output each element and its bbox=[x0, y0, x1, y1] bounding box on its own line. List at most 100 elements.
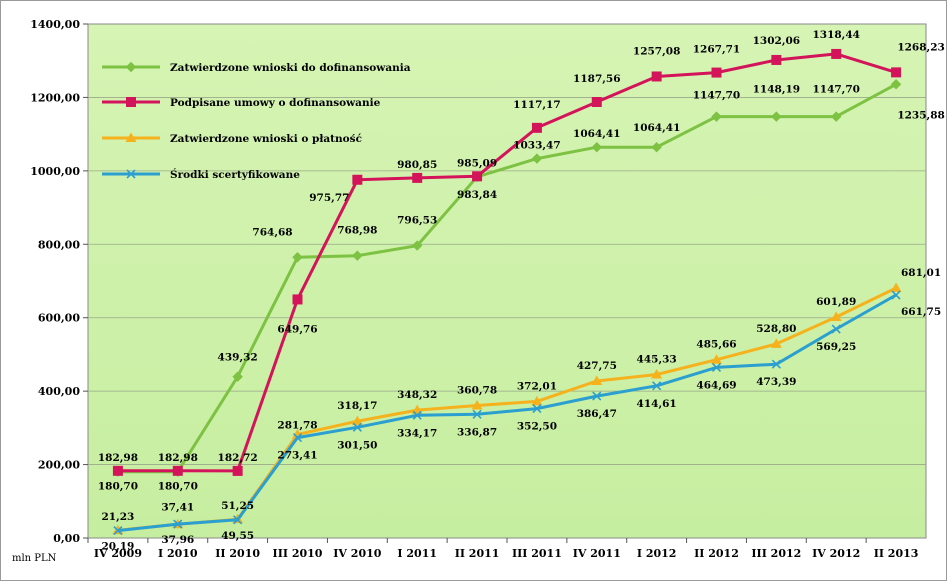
data-label: 569,25 bbox=[816, 341, 856, 353]
data-label: 182,98 bbox=[98, 452, 138, 464]
plot-area bbox=[87, 23, 927, 539]
x-tick-label: II 2010 bbox=[215, 547, 260, 560]
data-label: 768,98 bbox=[337, 225, 377, 237]
series-1 bbox=[112, 48, 902, 476]
x-point bbox=[233, 515, 243, 525]
data-label: 473,39 bbox=[756, 376, 796, 388]
data-label: 348,32 bbox=[397, 389, 437, 401]
diamond-point bbox=[125, 61, 137, 73]
data-label: 37,41 bbox=[161, 501, 194, 513]
data-label: 439,32 bbox=[218, 352, 258, 364]
data-label: 1033,47 bbox=[513, 140, 561, 152]
data-label: 352,50 bbox=[517, 421, 557, 433]
legend-entry: Zatwierdzone wnioski o płatność bbox=[102, 132, 362, 145]
triangle-point bbox=[651, 369, 663, 379]
x-point bbox=[771, 359, 781, 369]
data-label: 1064,41 bbox=[573, 128, 621, 140]
square-point bbox=[472, 171, 483, 182]
square-point bbox=[651, 71, 662, 82]
data-label: 1147,70 bbox=[812, 84, 860, 96]
data-label: 281,78 bbox=[277, 420, 317, 432]
square-point bbox=[112, 465, 123, 476]
diamond-point bbox=[352, 250, 363, 261]
x-point bbox=[831, 324, 841, 334]
square-point bbox=[126, 97, 136, 107]
data-label: 37,96 bbox=[161, 534, 194, 546]
legend-label: Zatwierdzone wnioski o płatność bbox=[170, 133, 362, 145]
diamond-point bbox=[831, 111, 842, 122]
triangle-point bbox=[770, 338, 782, 348]
x-point bbox=[891, 290, 901, 300]
x-tick-label: III 2012 bbox=[751, 547, 801, 560]
diamond-point bbox=[591, 142, 602, 153]
x-point bbox=[352, 422, 362, 432]
y-tick-label: 400,00 bbox=[38, 385, 80, 398]
x-tick-label: II 2013 bbox=[874, 547, 919, 560]
x-point bbox=[113, 526, 123, 536]
series-3 bbox=[113, 290, 901, 536]
data-label: 1302,06 bbox=[753, 35, 801, 47]
triangle-point bbox=[830, 311, 842, 322]
y-axis: 0,00 200,00 400,00 600,00 800,00 1000,00 1200,… bbox=[30, 18, 88, 545]
data-label: 21,23 bbox=[101, 511, 134, 523]
x-point bbox=[292, 433, 303, 443]
square-point bbox=[891, 67, 902, 78]
data-label: 1064,41 bbox=[633, 122, 681, 134]
data-label: 49,55 bbox=[221, 530, 254, 542]
diamond-point bbox=[412, 240, 423, 251]
x-point bbox=[592, 391, 602, 401]
data-labels: 180,70 180,70 439,32 764,68 768,98 796,53 983,… bbox=[98, 29, 945, 553]
x-point bbox=[652, 381, 662, 391]
data-label: 681,01 bbox=[901, 267, 941, 279]
square-point bbox=[531, 122, 542, 133]
data-label: 1257,08 bbox=[633, 45, 681, 57]
data-label: 1148,19 bbox=[753, 84, 801, 96]
diamond-point bbox=[531, 153, 543, 164]
square-point bbox=[412, 172, 423, 183]
x-tick-label: IV 2012 bbox=[812, 547, 860, 560]
data-label: 975,77 bbox=[309, 192, 349, 204]
triangle-point bbox=[591, 375, 603, 385]
legend: Zatwierdzone wnioski do dofinansowania Po… bbox=[102, 61, 411, 181]
data-label: 360,78 bbox=[457, 385, 497, 397]
data-label: 20,19 bbox=[101, 541, 134, 553]
data-label: 601,89 bbox=[816, 296, 856, 308]
diamond-point bbox=[292, 252, 303, 263]
data-label: 182,98 bbox=[158, 452, 198, 464]
x-point bbox=[472, 409, 482, 419]
y-tick-label: 0,00 bbox=[53, 532, 80, 545]
legend-entry: Środki scertyfikowane bbox=[102, 167, 300, 181]
data-label: 649,76 bbox=[277, 323, 317, 335]
square-point bbox=[232, 465, 243, 476]
data-label: 445,33 bbox=[637, 354, 677, 366]
diamond-point bbox=[232, 371, 243, 382]
data-label: 464,69 bbox=[696, 379, 736, 391]
legend-label: Zatwierdzone wnioski do dofinansowania bbox=[170, 62, 411, 74]
x-tick-label: IV 2010 bbox=[333, 547, 381, 560]
legend-label: Środki scertyfikowane bbox=[170, 167, 300, 181]
x-point bbox=[532, 404, 542, 414]
data-label: 51,25 bbox=[221, 500, 254, 512]
y-tick-label: 600,00 bbox=[38, 312, 80, 325]
series-line bbox=[117, 293, 897, 533]
data-label: 386,47 bbox=[577, 408, 617, 420]
data-label: 182,72 bbox=[218, 452, 258, 464]
series-line bbox=[117, 82, 897, 474]
triangle-point bbox=[890, 282, 902, 292]
data-label: 318,17 bbox=[337, 400, 377, 412]
triangle-point bbox=[471, 400, 483, 410]
x-tick-label: III 2011 bbox=[512, 547, 562, 560]
square-point bbox=[591, 96, 602, 107]
diamond-point bbox=[890, 79, 902, 90]
unit-label: mln PLN bbox=[12, 553, 57, 564]
y-tick-label: 1000,00 bbox=[30, 165, 80, 178]
data-label: 1318,44 bbox=[812, 29, 860, 41]
triangle-point bbox=[351, 415, 363, 426]
data-label: 985,09 bbox=[457, 157, 497, 169]
diamond-point bbox=[651, 142, 662, 153]
y-tick-label: 800,00 bbox=[38, 238, 80, 251]
data-label: 372,01 bbox=[517, 380, 557, 392]
data-label: 1117,17 bbox=[513, 99, 561, 111]
data-label: 1267,71 bbox=[693, 44, 741, 56]
